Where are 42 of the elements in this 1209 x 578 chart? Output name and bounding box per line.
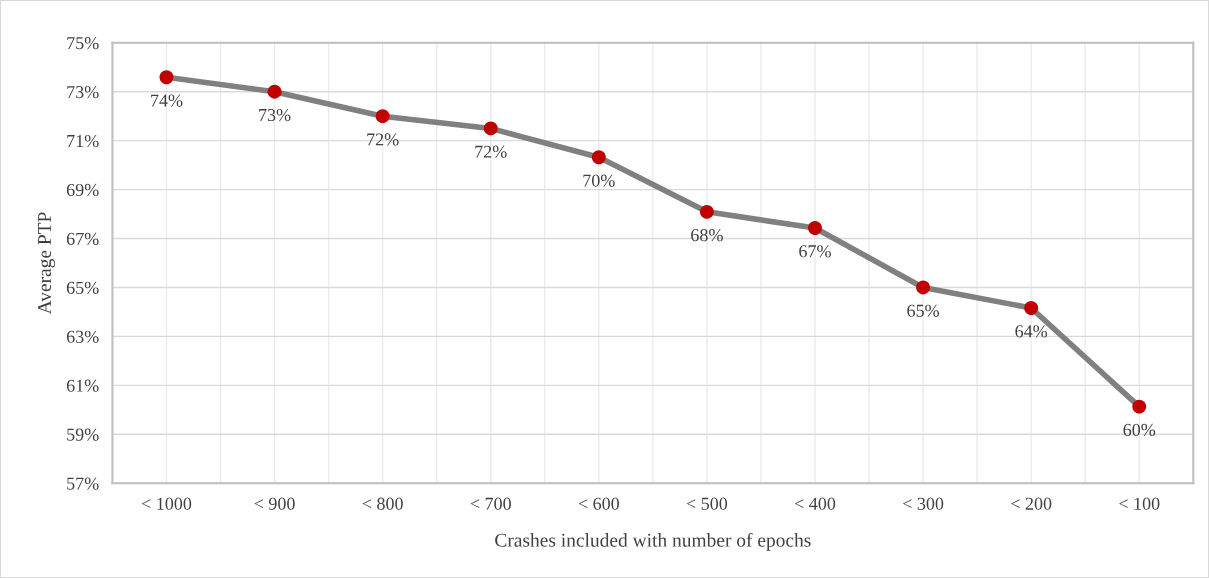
- x-tick-label: < 1000: [141, 497, 192, 510]
- x-tick-label: < 300: [903, 497, 944, 510]
- y-tick-label: 57%: [67, 477, 99, 490]
- x-tick-label: < 600: [578, 497, 620, 510]
- y-tick-label: 69%: [66, 183, 99, 197]
- data-label: 65%: [907, 304, 939, 317]
- x-tick-label: < 400: [795, 497, 836, 510]
- y-tick-label: 75%: [67, 37, 99, 50]
- point: [483, 121, 498, 136]
- data-label: 60%: [1123, 423, 1156, 437]
- x-tick-label: < 700: [470, 497, 511, 510]
- data-label: 70%: [583, 174, 615, 187]
- data-label: 74%: [151, 94, 183, 107]
- y-tick-label: 65%: [66, 281, 99, 294]
- x-tick-label: < 100: [1119, 497, 1160, 510]
- x-tick-label: < 200: [1011, 497, 1052, 510]
- x-tick-label: < 500: [686, 497, 728, 510]
- y-tick-label: 73%: [67, 85, 99, 99]
- x-axis-title: Crashes included with number of epochs: [495, 532, 811, 551]
- y-tick-label: 59%: [67, 428, 99, 441]
- point: [1024, 301, 1039, 315]
- y-tick-label: 71%: [67, 134, 99, 148]
- point: [1132, 399, 1147, 414]
- x-tick-label: < 900: [254, 497, 295, 510]
- data-label: 73%: [259, 108, 291, 122]
- y-tick-label: 63%: [66, 330, 99, 343]
- data-label: 72%: [475, 145, 507, 158]
- data-label: 68%: [691, 229, 723, 242]
- x-tick-label: < 800: [362, 497, 403, 510]
- data-label: 67%: [799, 245, 831, 258]
- point: [699, 204, 714, 219]
- y-tick-label: 61%: [66, 379, 99, 392]
- data-label: 64%: [1015, 325, 1048, 338]
- point: [591, 150, 606, 165]
- y-tick-label: 67%: [66, 232, 99, 246]
- data-label: 72%: [367, 133, 399, 146]
- point: [808, 221, 822, 235]
- point: [267, 84, 282, 99]
- point: [159, 70, 174, 85]
- point: [916, 280, 931, 295]
- y-axis-title: Average PTP: [38, 212, 56, 315]
- point: [375, 109, 390, 124]
